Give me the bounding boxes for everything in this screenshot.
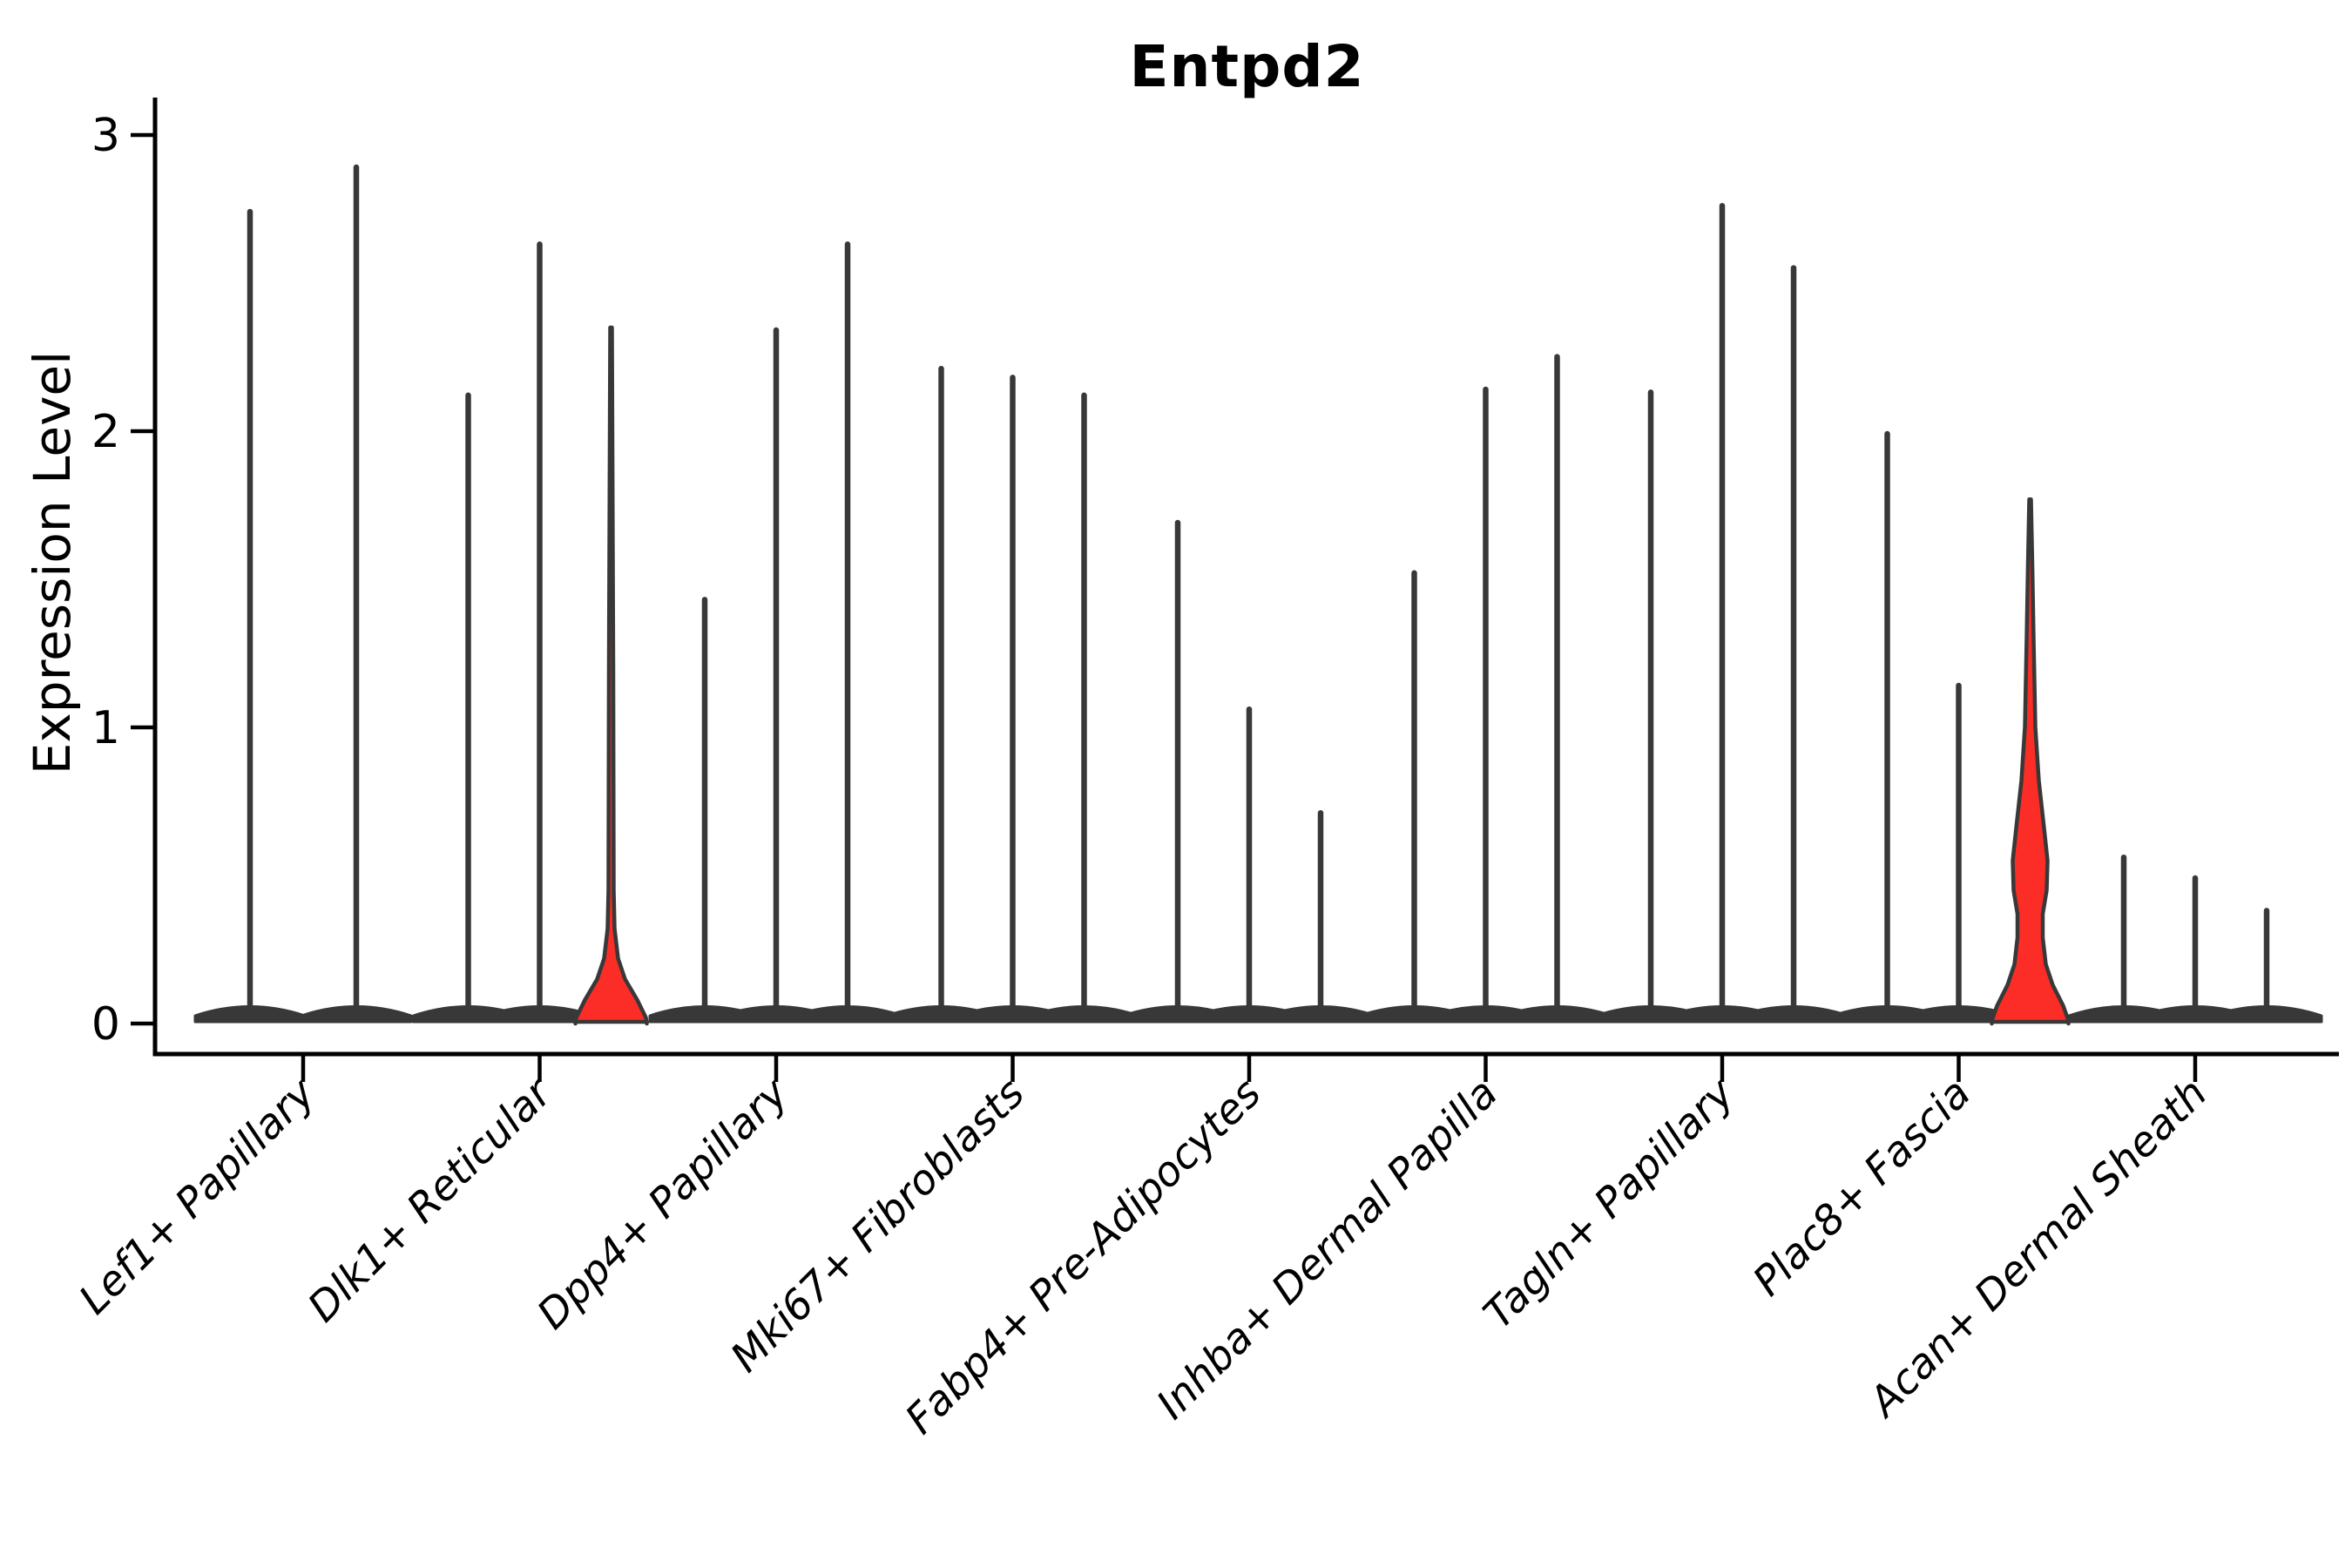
x-tick-label: Tagln+ Papillary: [1475, 1069, 1745, 1339]
violin-highlighted: [573, 325, 649, 1026]
violin-highlighted: [1990, 497, 2071, 1026]
violin-base: [2210, 1005, 2323, 1024]
y-tick-label: 3: [91, 110, 120, 162]
x-tick-label: Dpp4+ Papillary: [528, 1069, 798, 1339]
y-tick-label: 1: [91, 702, 120, 754]
x-tick-label: Lef1+ Papillary: [70, 1069, 325, 1324]
violin-base: [300, 1005, 413, 1024]
chart-title: Entpd2: [1129, 33, 1365, 100]
y-tick-label: 2: [91, 406, 120, 458]
x-tick-label: Plac8+ Fascia: [1744, 1070, 1980, 1306]
x-tick-label: Dlk1+ Reticular: [299, 1068, 563, 1332]
y-tick-label: 0: [91, 998, 120, 1051]
y-axis-label: Expression Level: [23, 350, 82, 775]
